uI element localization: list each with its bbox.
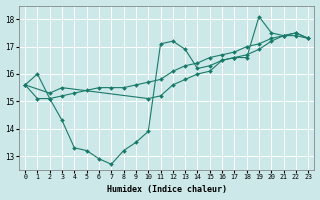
X-axis label: Humidex (Indice chaleur): Humidex (Indice chaleur) (107, 185, 227, 194)
